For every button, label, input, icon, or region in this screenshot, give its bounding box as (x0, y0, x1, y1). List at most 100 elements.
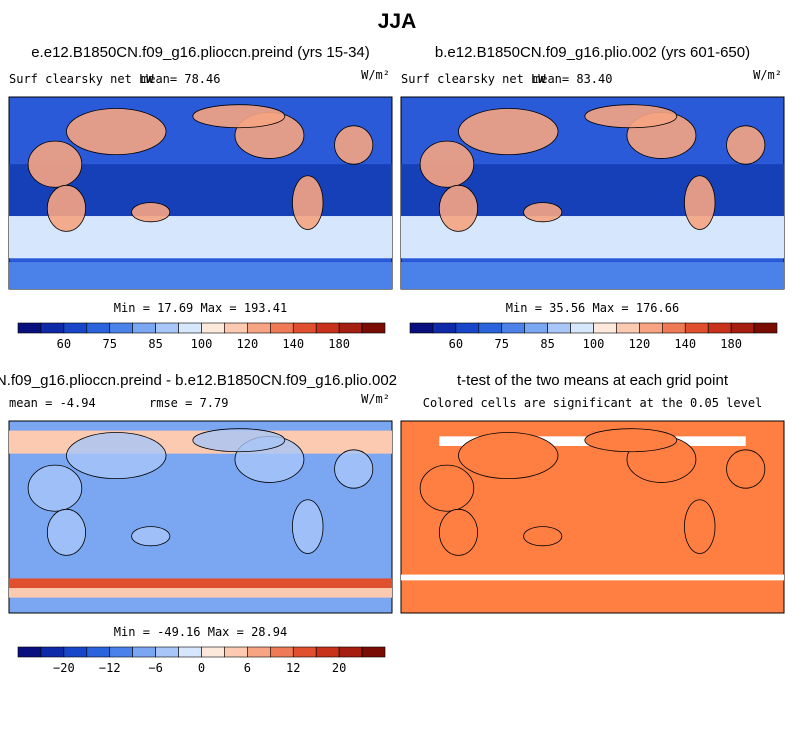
colorbar-box (178, 646, 202, 658)
subtitle: Colored cells are significant at the 0.0… (423, 396, 763, 410)
panel-title: e.e12.B1850CN.f09_g16.plioccn.preind (yr… (31, 44, 370, 61)
panel-title: b.e12.B1850CN.f09_g16.plio.002 (yrs 601-… (435, 44, 750, 61)
colorbar-tick-label: 60 (449, 337, 463, 351)
colorbar-box (132, 646, 156, 658)
colorbar-tick-label: 85 (540, 337, 554, 351)
land (27, 140, 83, 188)
colorbar-box (524, 322, 548, 334)
colorbar-tick-label: −12 (99, 661, 121, 675)
colorbar-box (409, 322, 434, 334)
figure-title: JJA (378, 10, 417, 33)
colorbar-tick-label: 12 (286, 661, 300, 675)
land (438, 508, 479, 556)
land (131, 202, 171, 223)
colorbar-box (201, 646, 225, 658)
land (46, 184, 86, 232)
polar-band (9, 262, 392, 289)
land (334, 449, 374, 489)
colorbar-box (455, 322, 480, 334)
colorbar-tick-label: 120 (629, 337, 651, 351)
colorbar-box (361, 322, 386, 334)
land (726, 125, 766, 165)
colorbar-box (639, 322, 663, 334)
panel: e.e12.B1850CN.f09_g16.plioccn.preind (yr… (8, 44, 393, 351)
colorbar-box (40, 322, 65, 334)
land (334, 125, 374, 165)
colorbar-box (478, 322, 503, 334)
colorbar-box (109, 646, 133, 658)
colorbar-box (132, 322, 156, 334)
colorbar-box (155, 322, 179, 334)
colorbar-box (178, 322, 202, 334)
colorbar-box (662, 322, 686, 334)
land (684, 499, 716, 554)
panel: t-test of the two means at each grid poi… (400, 372, 785, 614)
colorbar-tick-label: 20 (332, 661, 346, 675)
band (9, 588, 392, 598)
units: W/m² (753, 68, 782, 82)
colorbar-box (730, 322, 755, 334)
land (584, 428, 678, 453)
colorbar-box (593, 322, 617, 334)
min-max: Min = 35.56 Max = 176.66 (506, 301, 679, 315)
colorbar-tick-label: 180 (720, 337, 742, 351)
colorbar-box (17, 322, 42, 334)
colorbar-tick-label: 100 (583, 337, 605, 351)
colorbar-box (753, 322, 778, 334)
colorbar-box (86, 322, 111, 334)
units: W/m² (361, 68, 390, 82)
mean: mean= 83.40 (533, 72, 612, 86)
colorbar-tick-label: 180 (328, 337, 350, 351)
colorbar-tick-label: 140 (282, 337, 304, 351)
colorbar-box (270, 646, 294, 658)
colorbar-box (501, 322, 525, 334)
colorbar-tick-label: 60 (57, 337, 71, 351)
land (419, 140, 475, 188)
land (192, 104, 286, 129)
land (523, 526, 563, 547)
panel-title: e.e12.B1850CN.f09_g16.plioccn.preind - b… (0, 372, 397, 389)
panel-title: t-test of the two means at each grid poi… (457, 372, 729, 389)
colorbar-box (292, 322, 317, 334)
land (419, 464, 475, 512)
colorbar-box (109, 322, 133, 334)
colorbar-tick-label: 6 (244, 661, 251, 675)
colorbar-box (315, 646, 340, 658)
colorbar-box (201, 322, 225, 334)
colorbar-box (17, 646, 42, 658)
land (131, 526, 171, 547)
colorbar-box (86, 646, 111, 658)
land (27, 464, 83, 512)
land (46, 508, 86, 556)
colorbar-box (547, 322, 571, 334)
mean: mean = -4.94 (9, 396, 96, 410)
colorbar-box (224, 322, 248, 334)
colorbar-tick-label: 0 (198, 661, 205, 675)
colorbar-box (247, 646, 271, 658)
land (292, 175, 324, 230)
colorbar-box (684, 322, 709, 334)
colorbar-box (315, 322, 340, 334)
land (292, 499, 324, 554)
variable: Surf clearsky net LW (9, 72, 154, 86)
colorbar-box (432, 322, 457, 334)
colorbar-box (292, 646, 317, 658)
colorbar-tick-label: 85 (148, 337, 162, 351)
band (9, 578, 392, 589)
colorbar-box (707, 322, 732, 334)
colorbar-tick-label: 140 (674, 337, 696, 351)
colorbar-tick-label: 100 (191, 337, 213, 351)
panel: b.e12.B1850CN.f09_g16.plio.002 (yrs 601-… (400, 44, 785, 351)
colorbar-tick-label: −6 (148, 661, 162, 675)
land (584, 104, 678, 129)
land (523, 202, 563, 223)
colorbar-box (361, 646, 386, 658)
land (66, 432, 167, 479)
units: W/m² (361, 392, 390, 406)
land (458, 432, 559, 479)
rmse: rmse = 7.79 (149, 396, 228, 410)
land (684, 175, 716, 230)
colorbar-tick-label: −20 (53, 661, 75, 675)
colorbar-tick-label: 75 (495, 337, 509, 351)
